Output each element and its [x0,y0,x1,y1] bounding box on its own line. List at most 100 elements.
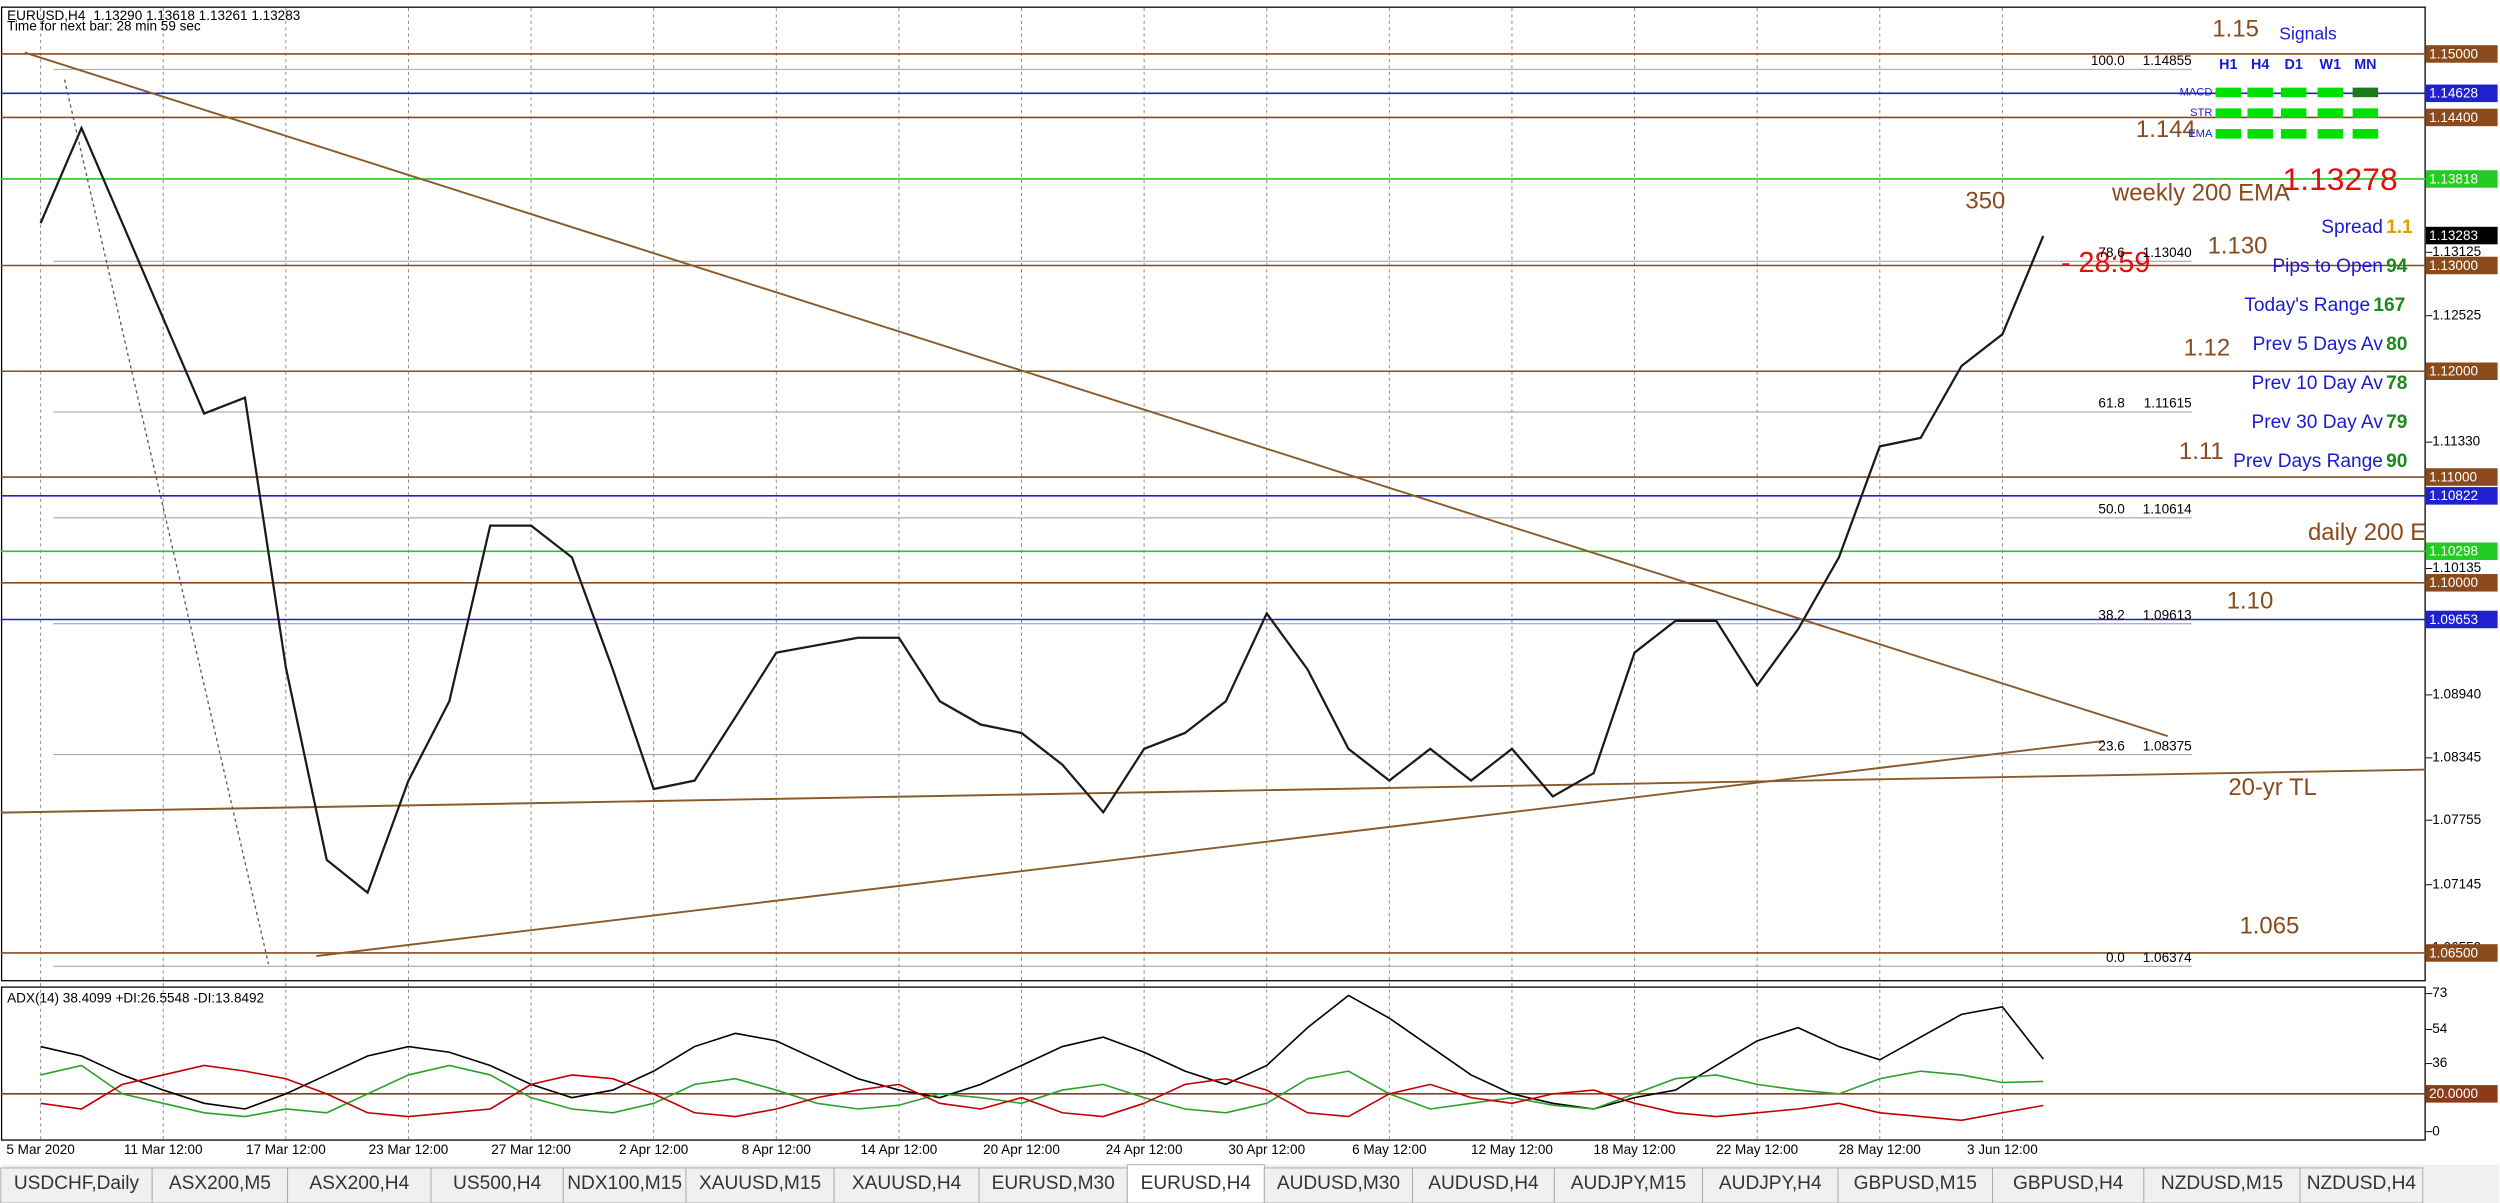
info-label: Prev 5 Days Av [2253,334,2384,355]
signal-row: MACD [2180,86,2213,98]
level-label: 1.06500 [2429,945,2478,960]
x-tick-label: 27 Mar 12:00 [491,1142,571,1157]
tab-label[interactable]: ASX200,M5 [169,1173,271,1194]
y-tick-label: 1.11330 [2432,434,2480,449]
annotation: daily 200 E [2308,519,2426,546]
signal-cell [2247,108,2273,118]
tab[interactable] [1263,1167,1414,1203]
annotation: - 28:59 [2061,247,2150,279]
tab-label[interactable]: EURUSD,M30 [992,1173,1115,1194]
tab-label[interactable]: NDX100,M15 [567,1173,682,1194]
info-label: Pips to Open [2272,256,2382,277]
tab[interactable] [833,1167,980,1203]
y-tick-label: 36 [2432,1055,2447,1070]
signal-cell [2215,87,2242,98]
last-price-box [2425,226,2498,245]
tab-label[interactable]: AUDJPY,H4 [1719,1173,1822,1194]
level-box [2425,468,2498,486]
signal-cell [2352,108,2379,118]
last-price-label: 1.13283 [2429,228,2478,243]
tab[interactable] [1702,1167,1839,1203]
tab-label[interactable]: XAUUSD,H4 [852,1173,962,1194]
signal-column: D1 [2284,57,2302,73]
annotation: 1.11 [2179,438,2224,465]
x-tick-label: 17 Mar 12:00 [246,1142,326,1157]
tab-label[interactable]: NZDUSD,H4 [2307,1173,2417,1194]
level-box [2425,45,2498,63]
adx-frame [0,986,2426,1141]
info-label: Prev 10 Day Av [2252,373,2384,394]
x-tick-label: 5 Mar 2020 [6,1142,74,1157]
annotation: 20-yr TL [2228,774,2317,801]
signal-column: MN [2354,57,2376,73]
x-tick-label: 14 Apr 12:00 [861,1142,938,1157]
tab[interactable] [1412,1167,1555,1203]
signal-cell [2352,129,2379,139]
x-tick-label: 12 May 12:00 [1471,1142,1553,1157]
info-value: 1.1 [2386,217,2413,238]
tab-label[interactable]: AUDUSD,M30 [1277,1173,1400,1194]
tab-label[interactable]: EURUSD,H4 [1141,1173,1252,1194]
tab-label[interactable]: US500,H4 [453,1173,542,1194]
tab[interactable] [1126,1164,1265,1203]
fib-price: 1.11615 [2144,396,2192,411]
tab-label[interactable]: USDCHF,Daily [14,1173,140,1194]
tab-label[interactable]: GBPUSD,M15 [1854,1173,1977,1194]
tab-label[interactable]: NZDUSD,M15 [2161,1173,2283,1194]
level-box [2425,170,2498,188]
tab[interactable] [685,1167,835,1203]
price-line [40,1064,2044,1122]
timer: Time for next bar: 28 min 59 sec [7,19,201,34]
chart-header: EURUSD,H4 1.13290 1.13618 1.13261 1.13283 [7,8,300,23]
y-tick-label: 1.12525 [2432,307,2481,322]
annotation: 1.13278 [2283,161,2398,197]
y-tick-label: 1.08345 [2432,749,2481,764]
signal-cell [2280,129,2307,139]
annotation: 1.144 [2136,116,2196,143]
annotation: weekly 200 EMA [2111,180,2290,207]
tab[interactable] [2143,1167,2301,1203]
price-line [40,994,2044,1110]
signal-cell [2317,108,2344,118]
level-box [2425,84,2498,103]
tab[interactable] [430,1167,564,1203]
info-label: Today's Range [2244,295,2370,316]
info-value: 79 [2386,412,2407,433]
tab-label[interactable]: AUDJPY,M15 [1571,1173,1686,1194]
signal-cell [2215,108,2242,118]
level-label: 1.11000 [2429,469,2477,484]
tab-label[interactable]: XAUUSD,M15 [699,1173,821,1194]
level-box [2425,108,2498,127]
x-tick-label: 18 May 12:00 [1594,1142,1676,1157]
price-line [40,1064,2044,1118]
tab[interactable] [562,1167,687,1203]
y-tick-label: 1.10135 [2432,560,2481,575]
annotation: 1.065 [2239,913,2299,940]
info-label: Spread [2321,217,2383,238]
tab[interactable] [1992,1167,2145,1203]
signal-column: H1 [2219,57,2237,73]
trend-line [0,768,2426,814]
signal-column: W1 [2320,57,2342,73]
level-label: 1.13818 [2429,171,2478,186]
tab-label[interactable]: ASX200,H4 [309,1173,409,1194]
price-line [39,125,2045,895]
tab[interactable] [1837,1167,1993,1203]
info-value: 90 [2386,451,2407,472]
tab[interactable] [0,1167,153,1203]
x-tick-label: 11 Mar 12:00 [124,1142,203,1157]
tab[interactable] [2299,1167,2424,1203]
fib-price: 1.13040 [2143,245,2192,260]
info-label: Prev Days Range [2233,451,2383,472]
tab-label[interactable]: GBPUSD,H4 [2013,1173,2124,1194]
level-label: 1.15000 [2429,46,2478,61]
trend-line [63,79,270,965]
y-tick-label: 1.07755 [2432,812,2481,827]
tab[interactable] [151,1167,289,1203]
fib-level: 23.6 [2098,738,2124,753]
symbol: EURUSD,H4 [7,8,86,23]
tab-label[interactable]: AUDUSD,H4 [1428,1173,1539,1194]
fib-level: 61.8 [2098,396,2124,411]
tab[interactable] [1553,1167,1703,1203]
